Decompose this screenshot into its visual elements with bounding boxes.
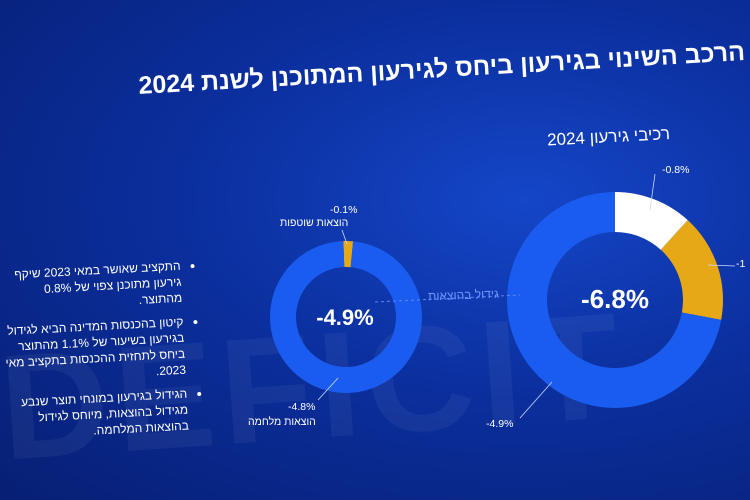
left-donut-slice-0 (343, 241, 354, 268)
right-blue-label: -4.9% (486, 418, 514, 430)
right-donut-slice-0 (615, 192, 688, 250)
leader-left-yellow (341, 229, 348, 245)
leader-right-white (649, 173, 656, 211)
left-center-value: -4.9% (316, 305, 374, 330)
leader-right-blue (519, 381, 553, 419)
left-donut-slice-1 (269, 241, 422, 394)
right-yellow-label: -1 (736, 258, 746, 270)
left-blue-label: -4.8% (288, 401, 316, 413)
left-yellow-label: -0.1% (330, 204, 358, 216)
bullet-item: קיטון בהכנסות המדינה הביא לגידול בגירעון… (3, 314, 186, 387)
connector-label: גידול בהוצאות (427, 286, 500, 304)
right-center-value: -6.8% (581, 284, 649, 314)
left-blue-name: הוצאות מלחמה (248, 416, 316, 428)
donut-chart-left (269, 241, 422, 394)
right-white-label: -0.8% (662, 164, 690, 176)
leader-left-blue (317, 377, 339, 401)
connector-line (374, 294, 521, 303)
leader-right-yellow (707, 264, 736, 267)
bullet-list: התקציב שאושר במאי 2023 שיקף גירעון מתוכנ… (0, 257, 203, 451)
donut-chart-right (507, 192, 723, 408)
right-donut-slice-2 (507, 192, 722, 408)
right-donut-slice-1 (660, 220, 723, 320)
bullet-item: הגידול בגירעון במונחי תוצר שנבע מגידול ב… (7, 386, 189, 443)
left-yellow-name: הוצאות שוטפות (280, 217, 349, 229)
bullet-item: התקציב שאושר במאי 2023 שיקף גירעון מתוכנ… (0, 258, 183, 315)
